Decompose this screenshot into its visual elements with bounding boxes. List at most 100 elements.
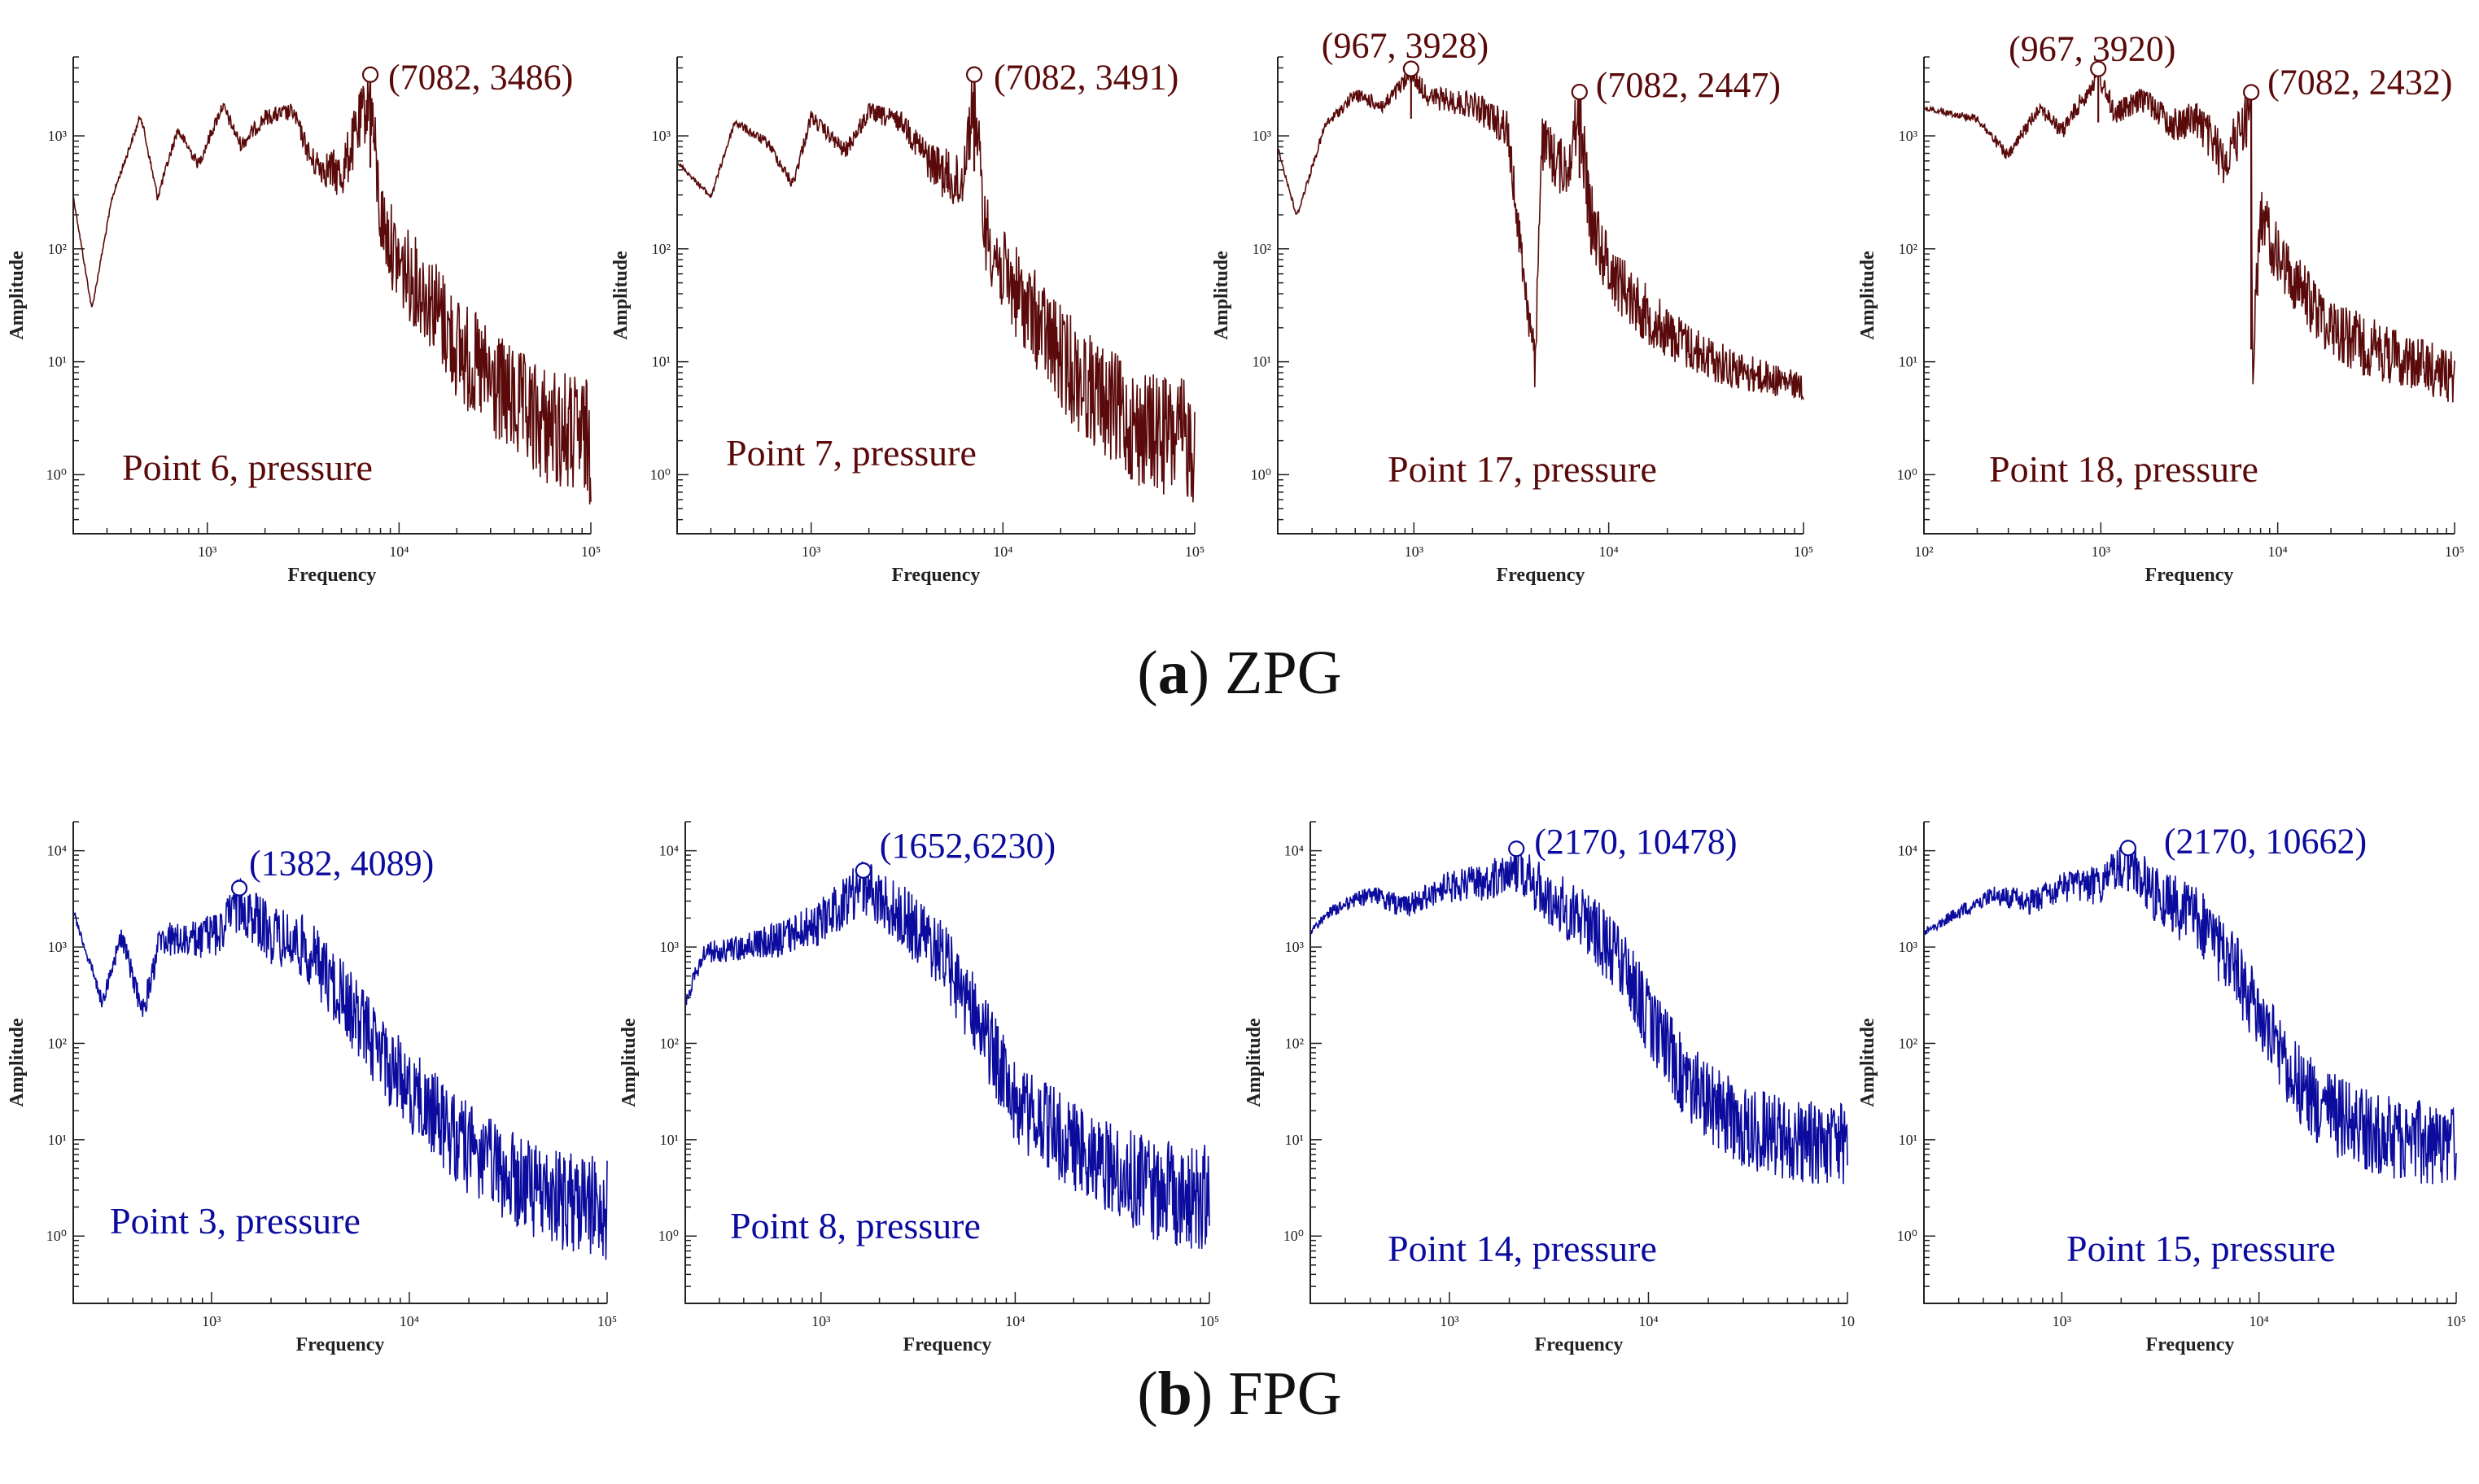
y-axis-label: Amplitude [1857, 251, 1878, 340]
peak-marker [2119, 840, 2136, 857]
x-axis-label: Frequency [1535, 1334, 1624, 1355]
x-axis-label: Frequency [2146, 1334, 2235, 1355]
y-tick-label: 10² [1899, 241, 1917, 257]
y-tick-label: 10¹ [652, 354, 671, 370]
peak-label: (7082, 2447) [1596, 65, 1781, 105]
x-tick-label: 10⁴ [993, 543, 1012, 560]
chart-panel-3: (967, 3928) (7082, 2447) 10³ 10⁴ 10⁵ 10⁰ 10¹ 10… [1211, 26, 1813, 586]
panel-title: Point 14, pressure [1388, 1228, 1657, 1269]
x-tick-label: 10³ [1405, 543, 1424, 560]
y-tick-label: 10³ [1285, 939, 1305, 955]
x-tick-label: 10⁵ [581, 543, 601, 560]
peak-label: (1382, 4089) [249, 844, 434, 884]
peak-marker [2090, 60, 2107, 77]
peak-label: (967, 3920) [2009, 29, 2175, 69]
y-tick-label: 10⁴ [1284, 843, 1304, 859]
spectrum-line [1923, 840, 2457, 1185]
x-tick-label: 10² [1914, 543, 1933, 560]
peak-marker [1571, 83, 1588, 101]
peak-marker [1402, 60, 1419, 77]
chart-panel-1: (7082, 3486) 10³ 10⁴ 10⁵ 10⁰ 10¹ 10² 10³ Frequen… [7, 56, 601, 586]
chart-panel-4: (967, 3920) (7082, 2432) 10² 10³ 10⁴ 10⁵ 10⁰ 10… [1857, 29, 2464, 586]
panel-title: Point 3, pressure [110, 1200, 361, 1242]
x-tick-label: 10³ [1440, 1313, 1459, 1329]
peak-marker [965, 66, 983, 83]
y-axis-label: Amplitude [1244, 1018, 1265, 1107]
x-tick-label: 10³ [198, 543, 217, 560]
chart-panel-8: (2170, 10662) 10³ 10⁴ 10⁵ 10⁰ 10¹ 10² 10³ 10⁴ Fre… [1857, 821, 2466, 1355]
x-tick-label: 10³ [2053, 1313, 2072, 1329]
y-axis-label: Amplitude [1211, 251, 1232, 340]
chart-panel-7: (2170, 10478) 10³ 10⁴ 10 10⁰ 10¹ 10² 10³ 10⁴ Freq… [1244, 821, 1855, 1355]
chart-panel-6: (1652,6230) 10³ 10⁴ 10⁵ 10⁰ 10¹ 10² 10³ 10⁴ Frequ… [619, 821, 1219, 1355]
y-tick-label: 10⁴ [659, 843, 679, 859]
panel-title: Point 8, pressure [730, 1205, 981, 1246]
y-tick-label: 10⁰ [658, 1228, 679, 1244]
y-tick-label: 10³ [1899, 128, 1918, 144]
x-axis-label: Frequency [892, 565, 981, 586]
y-tick-label: 10³ [652, 128, 671, 144]
x-tick-label: 10⁵ [597, 1313, 617, 1329]
peak-label: (2170, 10662) [2164, 821, 2367, 861]
spectrum-line [676, 66, 1196, 503]
peak-label: (7082, 3491) [994, 58, 1178, 98]
y-tick-label: 10⁰ [650, 466, 671, 482]
y-axis-label: Amplitude [619, 1018, 640, 1107]
y-tick-label: 10⁰ [46, 466, 67, 482]
chart-panel-2: (7082, 3491) 10³ 10⁴ 10⁵ 10⁰ 10¹ 10² 10³ Frequen… [610, 56, 1205, 586]
y-tick-label: 10⁰ [46, 1228, 67, 1244]
x-tick-label: 10⁴ [1599, 543, 1619, 560]
peak-marker [855, 862, 872, 879]
spectrum-line [1309, 842, 1848, 1185]
y-tick-label: 10³ [660, 939, 680, 955]
caption-a: (a) ZPG [1137, 639, 1342, 707]
spectrum-line [1923, 67, 2455, 403]
caption-b: (b) FPG [1137, 1360, 1342, 1428]
panel-title: Point 6, pressure [122, 447, 373, 488]
peak-marker [361, 66, 379, 83]
x-tick-label: 10⁴ [2249, 1313, 2269, 1329]
x-axis-label: Frequency [1497, 565, 1585, 586]
panel-title: Point 15, pressure [2066, 1228, 2336, 1269]
spectrum-line [72, 72, 592, 505]
spectrum-line [72, 878, 608, 1260]
panel-title: Point 18, pressure [1989, 448, 2258, 490]
x-tick-label: 10⁵ [1200, 1313, 1219, 1329]
y-tick-label: 10³ [1899, 939, 1918, 955]
y-tick-label: 10² [1899, 1035, 1917, 1051]
y-tick-label: 10⁰ [1251, 466, 1271, 482]
y-axis-label: Amplitude [7, 1018, 28, 1107]
peak-label: (1652,6230) [880, 826, 1056, 866]
peak-label: (967, 3928) [1322, 26, 1489, 66]
y-axis-label: Amplitude [610, 251, 632, 340]
y-axis-label: Amplitude [1857, 1018, 1878, 1107]
y-tick-label: 10¹ [48, 1132, 67, 1148]
peak-marker [1508, 840, 1525, 858]
x-tick-label: 10³ [802, 543, 821, 560]
y-tick-label: 10¹ [1899, 354, 1917, 370]
y-tick-label: 10⁰ [1283, 1228, 1304, 1244]
x-tick-label: 10⁴ [389, 543, 409, 560]
x-tick-label: 10⁵ [2445, 543, 2464, 560]
y-tick-label: 10² [48, 241, 67, 257]
x-tick-label: 10 [1840, 1313, 1855, 1329]
y-axis-label: Amplitude [7, 251, 28, 340]
x-tick-label: 10⁵ [1794, 543, 1813, 560]
peak-marker [230, 879, 248, 897]
y-tick-label: 10¹ [48, 354, 67, 370]
peak-marker [2243, 84, 2260, 101]
peak-label: (7082, 2432) [2267, 62, 2452, 102]
x-tick-label: 10⁴ [1005, 1313, 1025, 1329]
panel-title: Point 7, pressure [726, 432, 977, 474]
y-tick-label: 10⁴ [47, 843, 67, 859]
y-tick-label: 10³ [48, 128, 68, 144]
x-axis-label: Frequency [288, 565, 377, 586]
peak-label: (7082, 3486) [388, 58, 573, 98]
y-tick-label: 10² [48, 1035, 67, 1051]
y-tick-label: 10⁴ [1898, 843, 1917, 859]
y-tick-label: 10³ [1253, 128, 1272, 144]
x-axis-label: Frequency [296, 1334, 385, 1355]
y-tick-label: 10¹ [660, 1132, 679, 1148]
panel-title: Point 17, pressure [1388, 448, 1657, 490]
